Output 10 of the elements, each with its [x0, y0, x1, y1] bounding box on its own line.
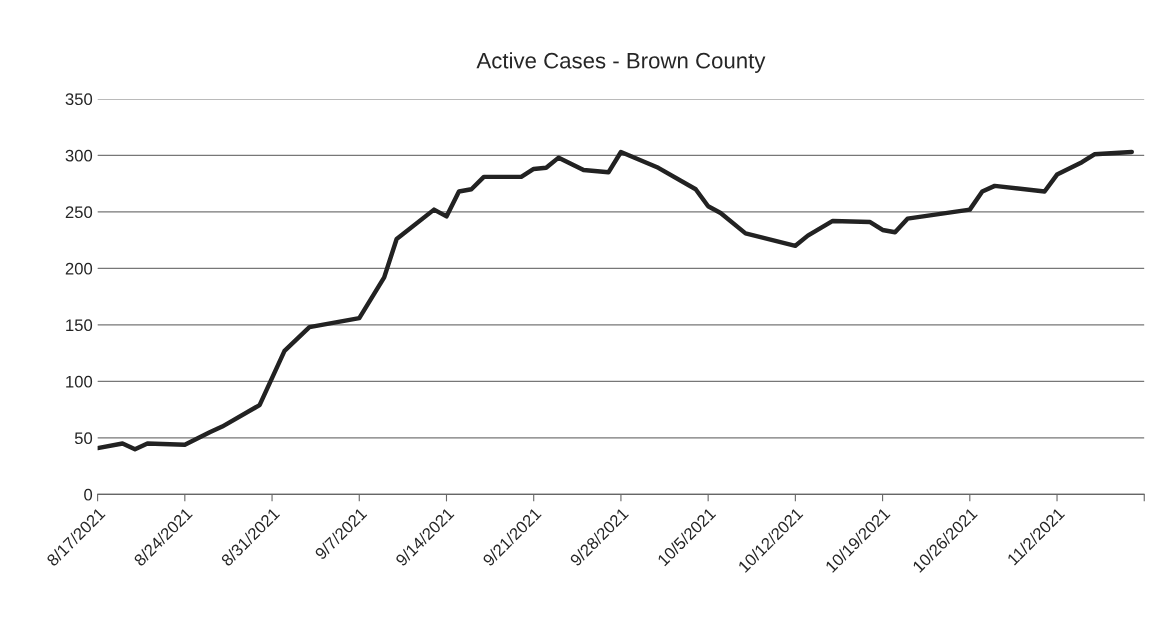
y-tick-label: 50 — [74, 432, 93, 445]
y-tick-label: 200 — [65, 262, 93, 275]
y-tick-label: 100 — [66, 375, 93, 388]
y-tick-label: 300 — [65, 149, 93, 162]
y-tick-label: 350 — [65, 93, 93, 106]
y-tick-label: 250 — [65, 206, 93, 219]
line-series — [97, 149, 1135, 452]
y-tick-label: 150 — [66, 319, 93, 332]
y-tick-label: 0 — [84, 488, 93, 501]
chart-title: Active Cases - Brown County — [476, 52, 766, 73]
